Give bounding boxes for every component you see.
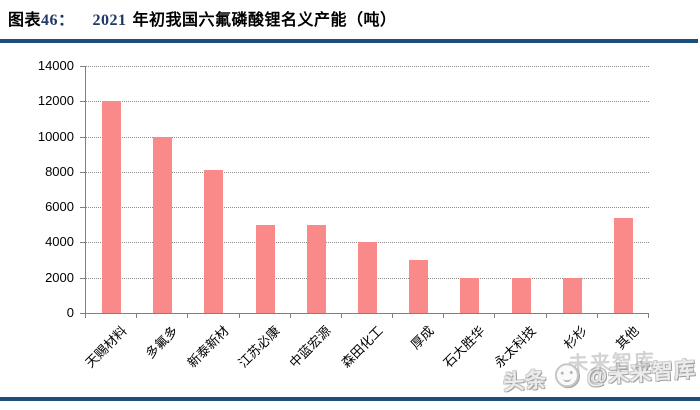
bar bbox=[153, 136, 173, 313]
title-number: 46： bbox=[41, 12, 75, 29]
title-text: 年初我国六氟磷酸锂名义产能（吨） bbox=[132, 12, 397, 29]
x-tick bbox=[545, 314, 547, 318]
x-tick bbox=[443, 314, 445, 318]
bar bbox=[562, 277, 582, 313]
logo-eye-right bbox=[569, 370, 573, 375]
logo-eye-left bbox=[560, 371, 564, 375]
bar bbox=[306, 224, 326, 313]
x-tick bbox=[392, 314, 394, 318]
title-prefix: 图表 bbox=[8, 12, 42, 29]
y-tick-label: 4000 bbox=[45, 234, 74, 250]
y-tick bbox=[80, 136, 85, 138]
x-tick bbox=[340, 314, 342, 318]
y-tick-label: 12000 bbox=[37, 93, 74, 109]
bar bbox=[613, 217, 633, 313]
plot-area bbox=[85, 66, 649, 314]
smiley-face-logo-icon bbox=[553, 362, 580, 389]
bar bbox=[409, 260, 429, 313]
y-tick-label: 8000 bbox=[45, 163, 74, 179]
gridline bbox=[86, 66, 649, 67]
y-tick bbox=[80, 277, 85, 279]
bar bbox=[358, 242, 377, 313]
x-tick bbox=[136, 314, 138, 318]
top-divider bbox=[0, 39, 698, 43]
gridline bbox=[86, 171, 649, 173]
x-tick bbox=[648, 314, 649, 318]
y-tick-label: 0 bbox=[66, 305, 74, 320]
y-tick bbox=[80, 171, 85, 173]
logo-mouth bbox=[562, 376, 572, 383]
gridline bbox=[86, 207, 649, 209]
x-tick bbox=[238, 314, 240, 318]
bar bbox=[204, 170, 224, 313]
bar bbox=[102, 101, 122, 313]
y-tick-label: 2000 bbox=[45, 269, 74, 285]
watermark-brand: 头条 bbox=[502, 368, 548, 395]
y-tick bbox=[80, 101, 85, 103]
chart-title: 图表46： 2021 年初我国六氟磷酸锂名义产能（吨） bbox=[8, 6, 397, 30]
watermark-ghost-text: 未来智库 bbox=[567, 350, 657, 376]
x-tick bbox=[494, 314, 496, 318]
y-tick bbox=[80, 207, 85, 209]
y-tick bbox=[80, 313, 85, 314]
bar bbox=[255, 224, 275, 313]
y-tick-label: 14000 bbox=[37, 58, 74, 73]
gridline bbox=[86, 136, 649, 138]
bar bbox=[511, 277, 531, 313]
y-tick bbox=[80, 242, 85, 244]
x-tick bbox=[289, 314, 291, 318]
y-tick-label: 6000 bbox=[45, 199, 74, 215]
y-tick-label: 10000 bbox=[37, 128, 74, 144]
bar bbox=[460, 277, 480, 313]
x-tick bbox=[85, 314, 86, 318]
x-tick bbox=[596, 314, 598, 318]
gridline bbox=[86, 101, 649, 103]
x-tick bbox=[187, 314, 189, 318]
bottom-divider bbox=[0, 397, 700, 401]
y-tick bbox=[80, 66, 85, 67]
title-year: 2021 bbox=[92, 12, 127, 29]
